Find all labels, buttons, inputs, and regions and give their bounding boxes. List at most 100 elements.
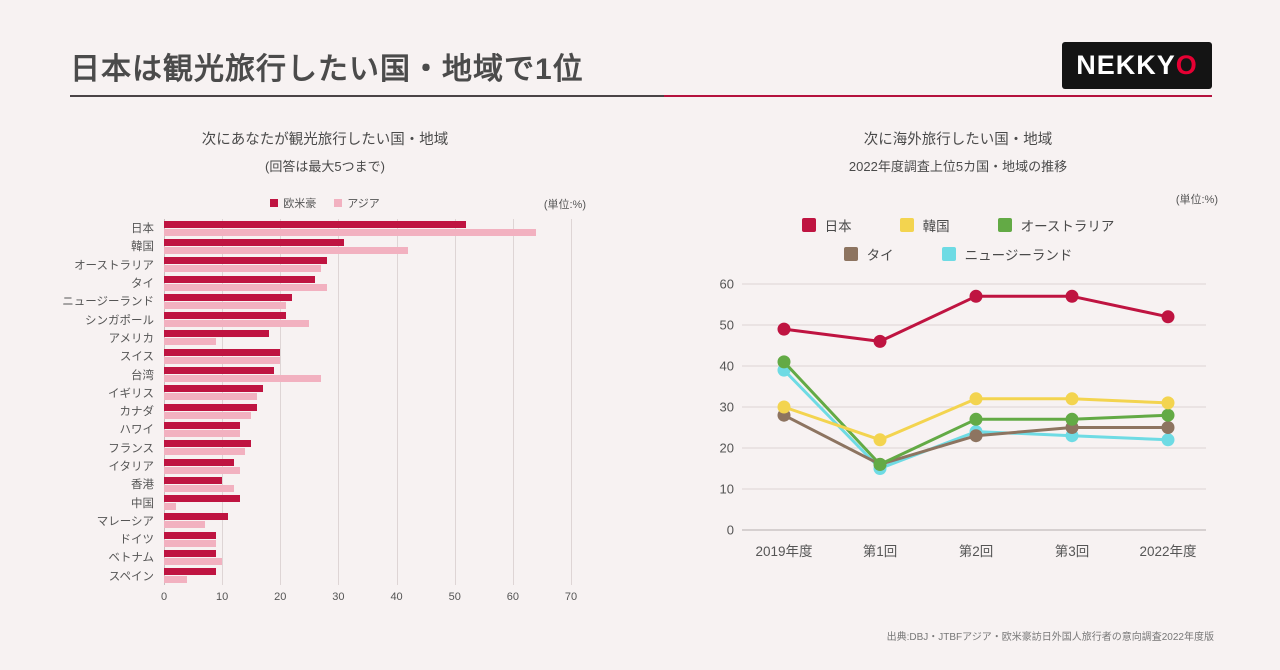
bar-row: オーストラリア — [64, 256, 571, 274]
bar-row: シンガポール — [64, 310, 571, 328]
data-point-韓国 — [873, 433, 887, 447]
x-tick-label: 第1回 — [863, 543, 898, 559]
bar-category-label: スイス — [119, 351, 154, 364]
bar-欧米豪 — [164, 568, 217, 576]
data-point-ニュージーランド — [1161, 433, 1175, 447]
data-point-日本 — [1161, 310, 1175, 324]
bar-group — [164, 420, 571, 438]
gridline — [222, 219, 224, 585]
y-tick-label: 10 — [720, 482, 734, 497]
data-point-日本 — [969, 289, 983, 303]
bar-row: 韓国 — [64, 237, 571, 255]
bar-category-label: イタリア — [108, 461, 154, 473]
bar-row: カナダ — [64, 402, 571, 420]
source-note: 出典:DBJ・JTBFアジア・欧米豪訪日外国人旅行者の意向調査2022年度版 — [886, 632, 1214, 643]
y-tick-label: 40 — [720, 359, 734, 374]
bar-アジア — [164, 228, 537, 236]
bar-category-label: 日本 — [131, 223, 154, 236]
bar-legend-item-欧米豪: 欧米豪 — [270, 195, 316, 211]
bar-アジア — [164, 320, 310, 328]
line-chart-svg: 0 10 20 30 40 50 60 2019年度 第1回 第2回 第3回 2022年度 — [720, 277, 1206, 559]
line-chart-title: 次に海外旅行したい国・地域 — [863, 132, 1053, 148]
x-tick-label: 2019年度 — [755, 544, 812, 559]
bar-chart-subtitle: (回答は最大5つまで) — [265, 159, 385, 174]
title-divider — [70, 95, 1212, 97]
bar-category-label: カナダ — [119, 406, 155, 419]
bar-欧米豪 — [164, 275, 316, 283]
bar-group — [164, 329, 571, 347]
bar-欧米豪 — [164, 385, 263, 393]
x-tick-label: 70 — [564, 591, 578, 603]
legend-label: 欧米豪 — [283, 198, 317, 210]
legend-swatch — [843, 247, 858, 261]
y-tick-label: 50 — [720, 318, 734, 333]
bar-欧米豪 — [164, 330, 269, 338]
line-unit-label: (単位:%) — [1175, 194, 1218, 206]
bar-category-label: 台湾 — [131, 369, 154, 382]
bar-group — [164, 457, 571, 475]
line-unit-line: (単位:%) — [698, 191, 1218, 206]
bar-row: イギリス — [64, 384, 571, 402]
bar-アジア — [164, 448, 246, 456]
bar-欧米豪 — [164, 458, 234, 466]
data-point-オーストラリア — [1161, 408, 1175, 422]
data-point-日本 — [873, 334, 887, 348]
bar-group — [164, 384, 571, 402]
legend-item-韓国: 韓国 — [899, 215, 950, 235]
bar-アジア — [164, 301, 287, 309]
bar-category-label: 韓国 — [131, 241, 154, 254]
bar-category-label: スペイン — [108, 570, 154, 583]
bar-chart-legend-line: 欧米豪 アジア (単位:%) — [64, 195, 586, 211]
bar-欧米豪 — [164, 513, 228, 521]
x-tick-label: 60 — [506, 591, 519, 603]
bar-row: ベトナム — [64, 548, 571, 566]
bar-category-label: ニュージーランド — [62, 296, 154, 309]
bar-row: ハワイ — [64, 420, 571, 438]
legend-swatch — [801, 218, 816, 232]
bar-欧米豪 — [164, 367, 275, 375]
bar-unit-label: (単位:%) — [543, 199, 586, 211]
bar-row: フランス — [64, 439, 571, 457]
legend-label: 日本 — [824, 219, 852, 234]
bar-欧米豪 — [164, 238, 345, 246]
bar-group — [164, 402, 571, 420]
bar-row: ニュージーランド — [62, 292, 571, 310]
bar-row: イタリア — [64, 457, 571, 475]
bar-chart-panel: 次にあなたが観光旅行したい国・地域 (回答は最大5つまで) 欧米豪 アジア (単位… — [62, 128, 586, 615]
data-point-タイ — [969, 429, 983, 443]
bar-row: タイ — [64, 274, 571, 292]
bar-アジア — [164, 576, 188, 584]
gridline — [396, 219, 398, 585]
y-tick-label: 20 — [720, 441, 734, 456]
bar-category-label: ハワイ — [119, 424, 155, 437]
bar-category-label: 中国 — [131, 497, 154, 510]
bar-group — [164, 512, 571, 530]
bar-group — [164, 347, 571, 365]
bar-row: 台湾 — [64, 365, 571, 383]
bar-group — [164, 310, 571, 328]
bar-欧米豪 — [164, 421, 240, 429]
legend-swatch — [334, 199, 343, 207]
bar-chart: 日本 韓国 オーストラリア タイ ニュージーランド シンガポール アメリカ スイス 台湾 イギリス… — [62, 219, 586, 615]
legend-row: タイ ニュージーランド — [843, 244, 1073, 264]
bar-group — [164, 439, 571, 457]
x-tick-label: 0 — [160, 591, 168, 603]
bar-欧米豪 — [164, 403, 258, 411]
bar-category-label: ドイツ — [119, 534, 155, 547]
bar-欧米豪 — [164, 476, 223, 484]
bar-group — [164, 219, 571, 237]
bar-アジア — [164, 429, 240, 437]
bar-欧米豪 — [164, 440, 252, 448]
legend-label: ニュージーランド — [964, 248, 1073, 263]
data-point-日本 — [1065, 289, 1079, 303]
gridline — [512, 219, 514, 585]
legend-swatch — [997, 218, 1012, 232]
bar-アジア — [164, 484, 234, 492]
bar-アジア — [164, 283, 327, 291]
bar-legend-item-アジア: アジア — [334, 195, 380, 211]
legend-item-オーストラリア: オーストラリア — [997, 215, 1114, 235]
bar-gridlines — [164, 219, 572, 585]
bar-x-axis: 0 10 20 30 40 50 60 70 — [160, 591, 577, 607]
x-tick-label: 第3回 — [1055, 543, 1090, 559]
